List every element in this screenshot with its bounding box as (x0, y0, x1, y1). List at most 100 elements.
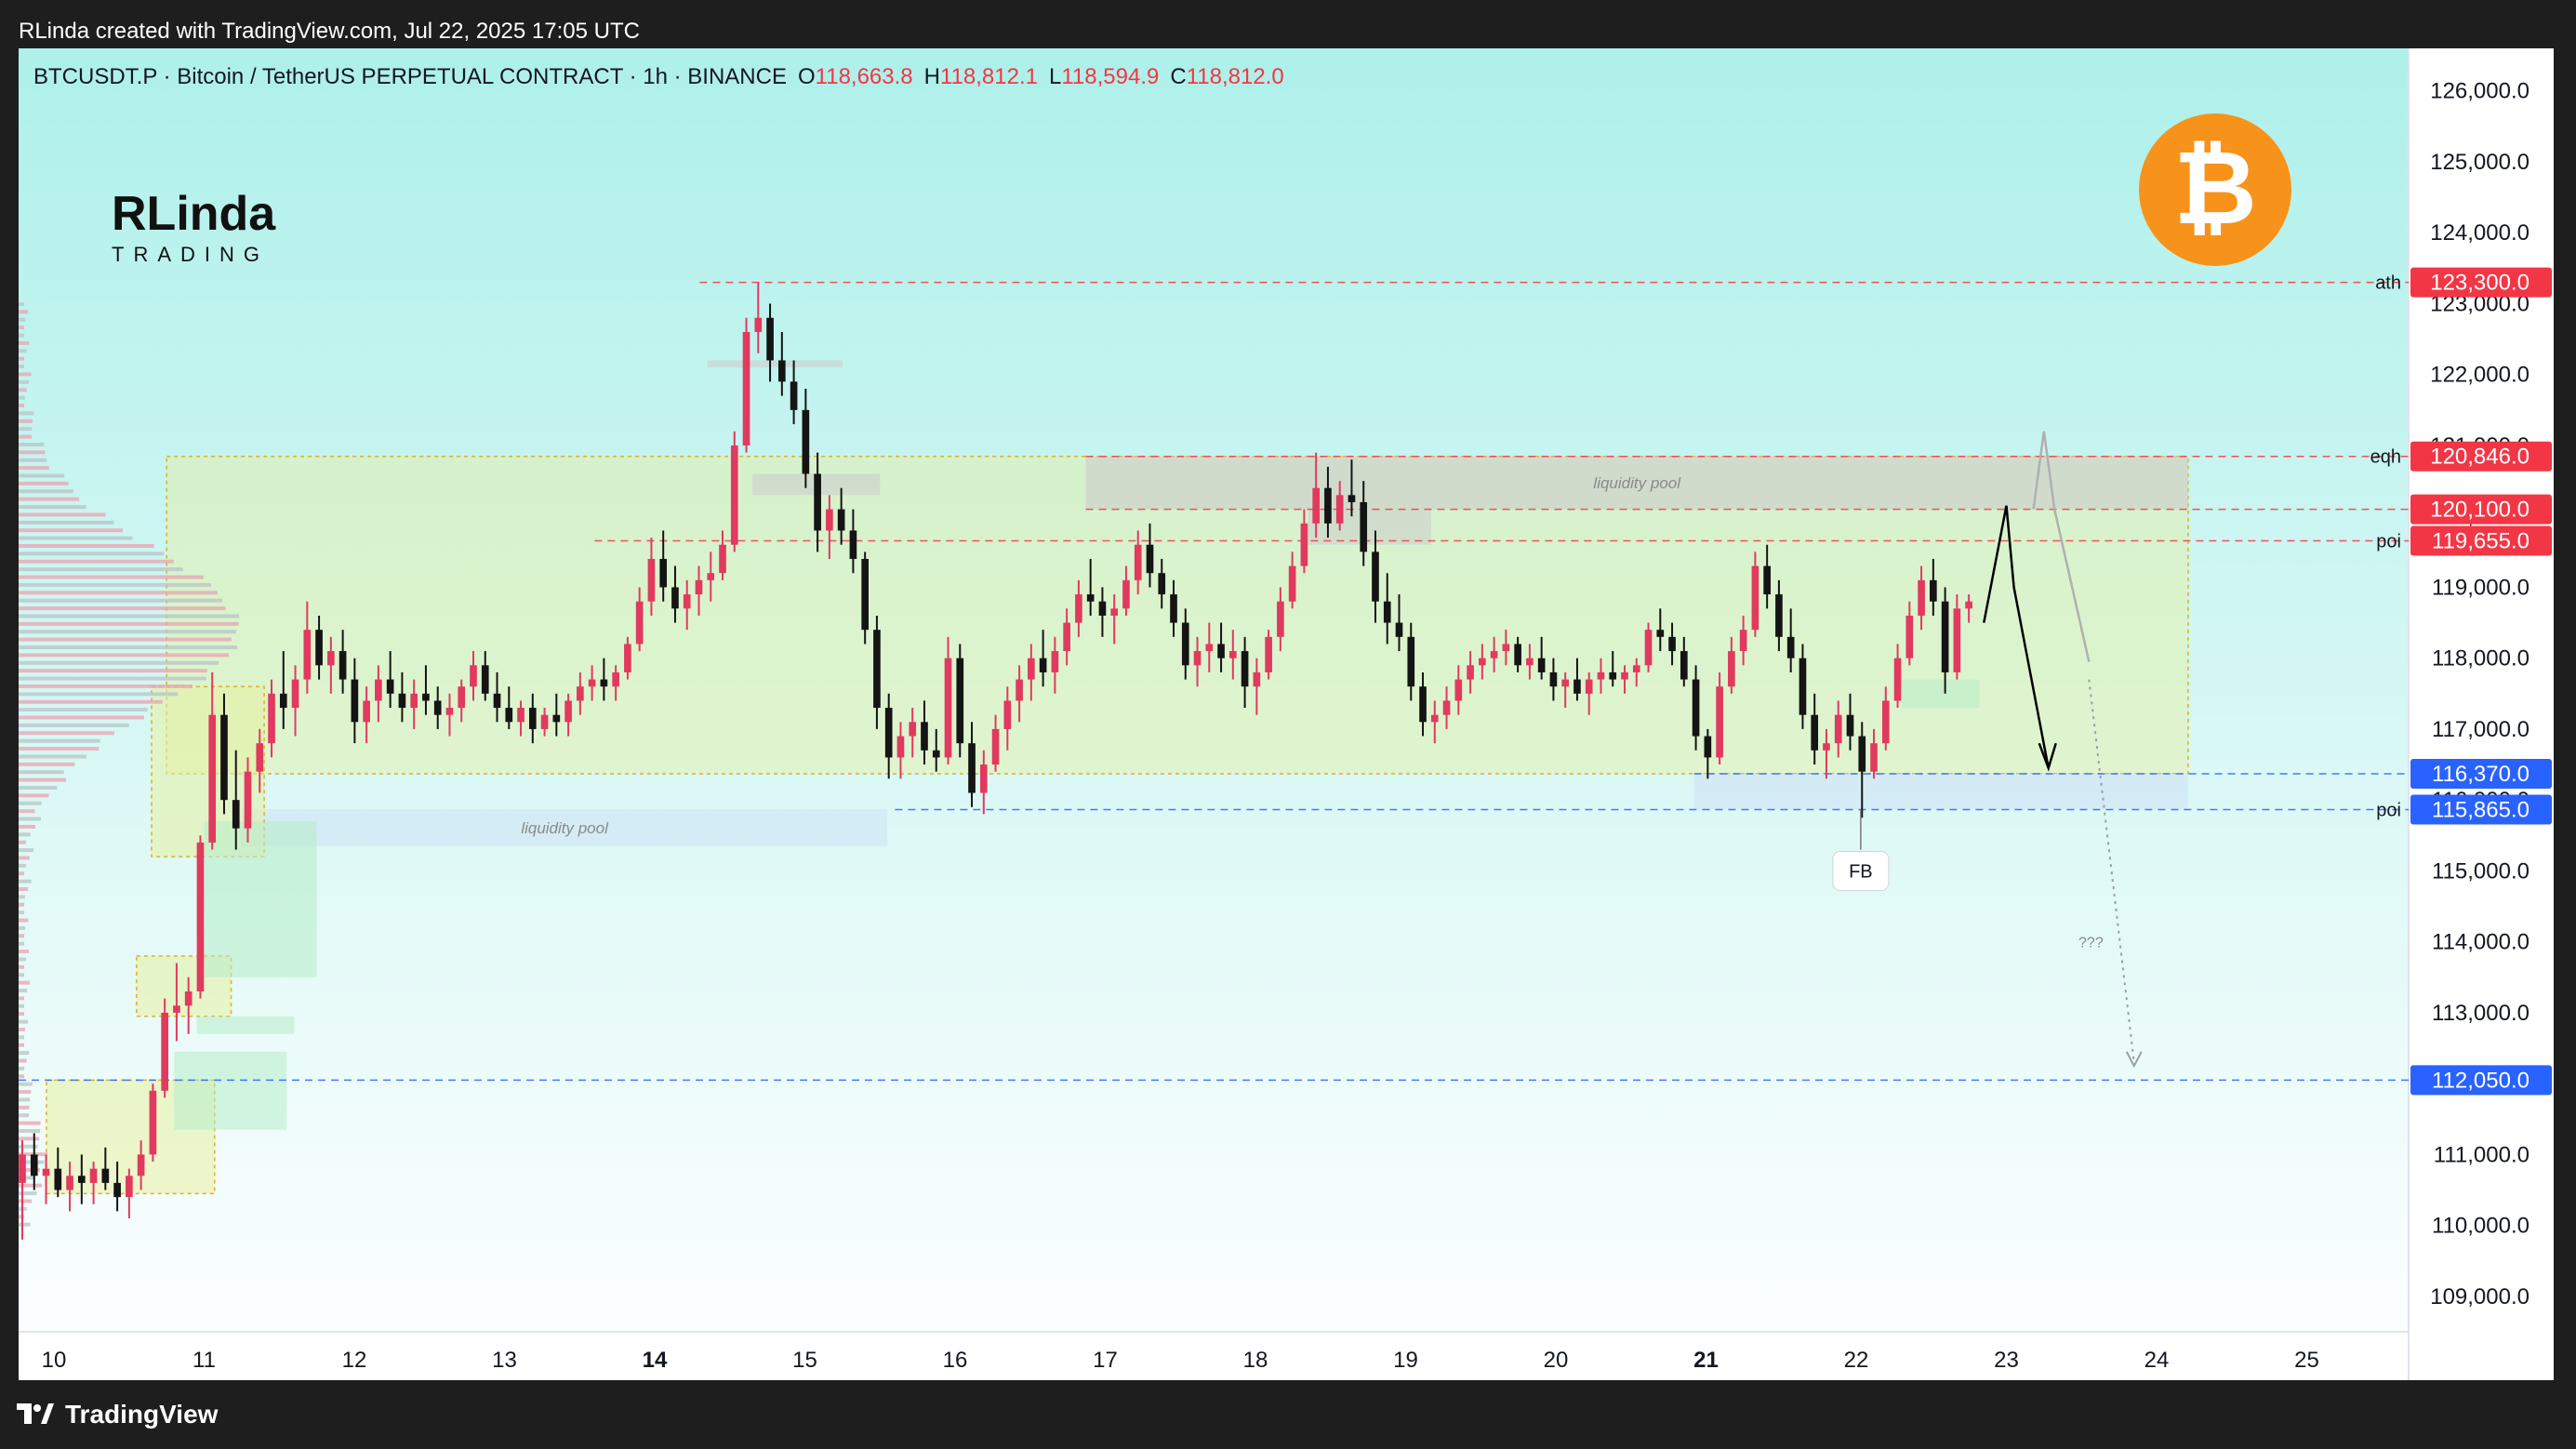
candle-body (1146, 544, 1154, 574)
volume-profile-bar (19, 1019, 29, 1024)
open-label: O (798, 64, 816, 89)
volume-profile-bar (19, 911, 24, 915)
candle-body (1028, 658, 1035, 680)
candle-body (1430, 714, 1439, 723)
candle-body (754, 317, 763, 332)
price-chart[interactable]: BTCUSDT.P · Bitcoin / TetherUS PERPETUAL… (19, 48, 2554, 1380)
candle-body (671, 587, 679, 609)
candle-body (1277, 601, 1284, 637)
candle-body (896, 736, 905, 758)
candle-body (1632, 665, 1640, 672)
x-tick-label: 22 (1844, 1348, 1869, 1373)
x-tick-label: 21 (1693, 1348, 1719, 1373)
volume-profile-bar (19, 349, 27, 353)
candle-body (991, 728, 1000, 765)
price-line-tag: poi (2376, 532, 2401, 552)
retest-zone (1901, 679, 1980, 709)
volume-profile-bar (19, 1137, 40, 1141)
price-label-text: 112,050.0 (2432, 1068, 2530, 1093)
volume-profile-bar (19, 653, 230, 658)
volume-profile-bar (19, 989, 28, 993)
candle-body (1502, 644, 1510, 652)
candle-body (1241, 651, 1249, 687)
y-tick-label: 125,000.0 (2430, 150, 2530, 175)
price-label-badge (2410, 758, 2552, 789)
candle-body (363, 700, 370, 723)
volume-profile-bar (19, 1176, 35, 1180)
candle-body (137, 1154, 145, 1176)
candle-body (1383, 601, 1391, 623)
candle-body (1597, 671, 1605, 680)
candle-body (884, 708, 893, 758)
volume-profile-bar (19, 887, 29, 892)
y-tick-label: 115,000.0 (2432, 858, 2530, 884)
candle-body (1823, 743, 1830, 751)
volume-profile-bar (19, 941, 24, 946)
price-label-badge (2410, 525, 2552, 556)
volume-profile-bar (19, 637, 232, 642)
svg-text:₿: ₿ (2173, 128, 2257, 247)
candle-body (1228, 651, 1237, 658)
volume-profile-bar (19, 738, 100, 743)
volume-profile-bar (19, 1199, 33, 1203)
price-lines-layer: ath eqh poi poi (19, 273, 2409, 1082)
x-tick-label: 24 (2144, 1348, 2170, 1373)
y-tick-label: 109,000.0 (2430, 1284, 2530, 1309)
candle-body (232, 800, 240, 829)
candle-body (659, 558, 668, 588)
volume-profile-bar (19, 902, 24, 907)
candle-body (1668, 636, 1676, 652)
candle-body (1217, 644, 1225, 658)
candle-body (433, 700, 442, 715)
volume-profile-bar (19, 379, 30, 384)
volume-profile-bar (19, 614, 240, 618)
volume-profile-bar (19, 450, 46, 455)
x-tick-label: 19 (1393, 1348, 1418, 1373)
volume-profile-bar (19, 512, 106, 517)
candle-body (1846, 714, 1854, 737)
price-label-text: 123,300.0 (2430, 271, 2530, 296)
volume-profile-bar (19, 1051, 30, 1056)
candle-body (279, 693, 287, 709)
price-line-tag: eqh (2370, 447, 2401, 468)
volume-profile-bar (19, 536, 133, 540)
time-scale[interactable]: 10 11 12 13 14 15 16 17 18 19 20 21 22 23 24 25 (42, 1348, 2319, 1373)
candle-body (161, 1012, 168, 1091)
volume-profile-bar (19, 1113, 30, 1118)
candle-body (1799, 658, 1807, 715)
y-tick-label: 117,000.0 (2432, 717, 2530, 742)
candle-body (1930, 579, 1937, 602)
x-tick-label: 16 (943, 1348, 968, 1373)
volume-profile-bar (19, 778, 67, 782)
price-labels-layer: 123,300.0 120,846.0 120,100.0 119,655.0 116,… (2410, 267, 2552, 1096)
candle-body (528, 708, 537, 729)
candle-body (30, 1154, 38, 1176)
volume-profile-bar (19, 964, 24, 969)
y-tick-label: 113,000.0 (2432, 1001, 2530, 1026)
candle-body (184, 991, 193, 1006)
volume-profile-bar (19, 340, 30, 345)
candle-body (505, 708, 513, 723)
price-label-text: 119,655.0 (2432, 529, 2530, 554)
candle-body (1051, 651, 1059, 672)
candle-body (1122, 579, 1130, 609)
candle-body (1811, 714, 1819, 751)
volume-profile-bar (19, 801, 42, 805)
volume-profile-bar (19, 567, 183, 572)
volume-profile-bar (19, 1167, 40, 1172)
chart-frame[interactable]: BTCUSDT.P · Bitcoin / TetherUS PERPETUAL… (19, 48, 2554, 1380)
volume-profile-bar (19, 388, 27, 392)
volume-profile-bar (19, 832, 31, 837)
footer-bar: TradingView (0, 1380, 2576, 1449)
tradingview-brand[interactable]: TradingView (17, 1399, 218, 1430)
rlinda-logo: RLinda TRADING (112, 187, 276, 266)
candle-body (730, 445, 738, 545)
upper-liquidity-pool (1085, 456, 2188, 510)
candles-layer (19, 282, 1972, 1240)
volume-profile-bar (19, 980, 31, 985)
volume-profile-bar (19, 1128, 41, 1133)
volume-profile-bar (19, 458, 47, 462)
candle-body (1716, 686, 1723, 758)
candle-body (742, 331, 750, 445)
candle-body (1300, 523, 1308, 566)
